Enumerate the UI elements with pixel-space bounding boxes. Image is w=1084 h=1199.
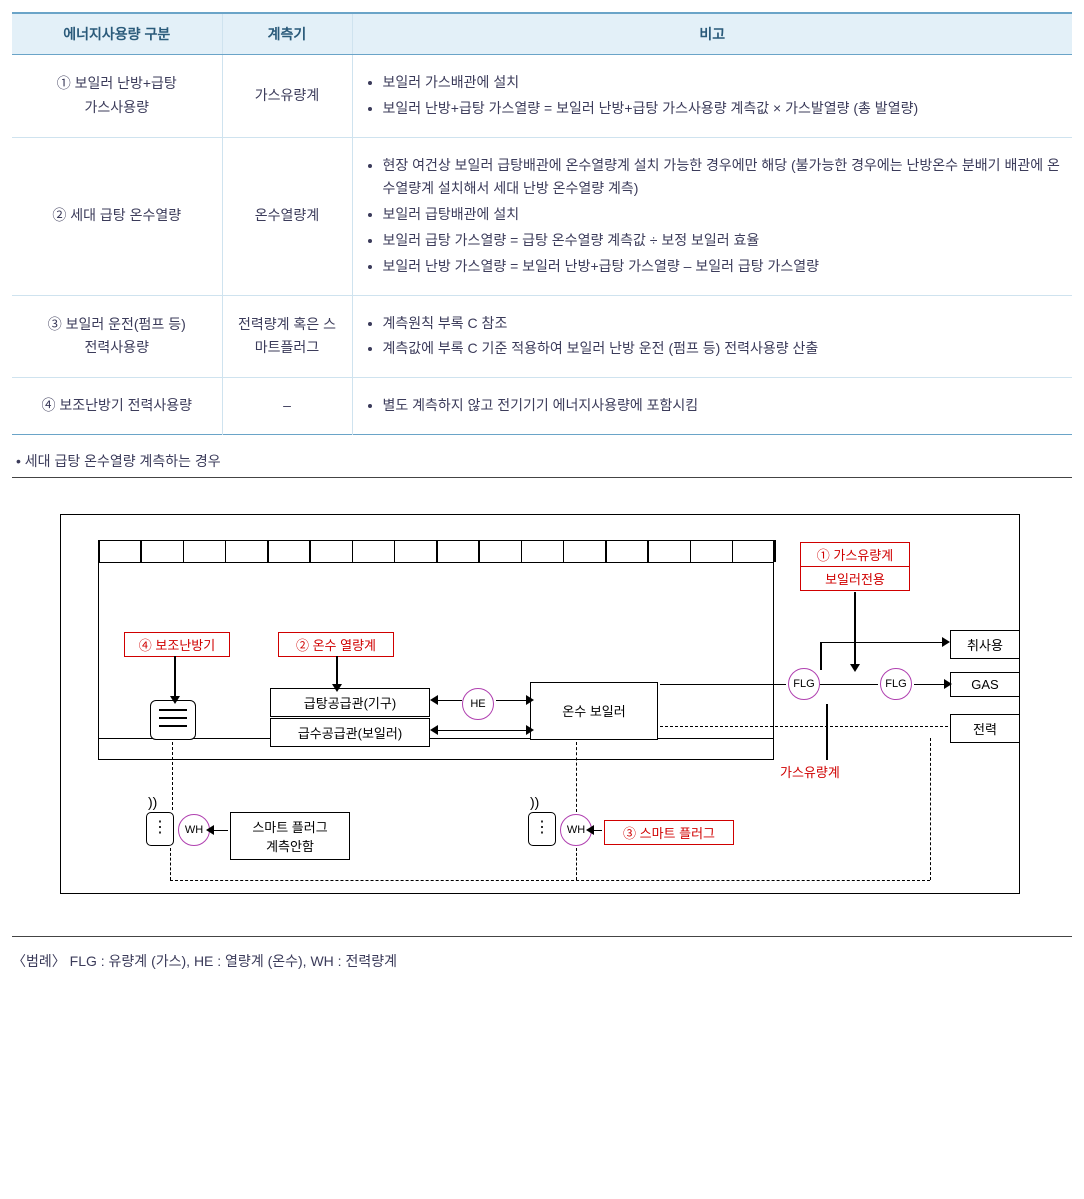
heat-meter-label: ② 온수 열량계	[278, 632, 394, 657]
note-item: 보일러 난방 가스열량 = 보일러 난방+급탕 가스열량 – 보일러 급탕 가스…	[383, 255, 1061, 279]
dash-power-main	[660, 726, 948, 727]
line-flg1-flg2	[820, 684, 878, 686]
cell-category: ② 세대 급탕 온수열량	[12, 137, 222, 295]
smart-plug-note: 스마트 플러그계측안함	[230, 812, 350, 860]
gas-flow-label-2: 보일러전용	[800, 566, 910, 591]
gas: GAS	[950, 672, 1020, 697]
flg-node-1: FLG	[788, 668, 820, 700]
wifi-icon-1: ))	[530, 794, 539, 810]
cold-supply-pipe: 급수공급관(보일러)	[270, 718, 430, 747]
note-item: 보일러 난방+급탕 가스열량 = 보일러 난방+급탕 가스사용량 계측값 × 가…	[383, 97, 1061, 121]
gas-flow-label-1: ① 가스유량계	[800, 542, 910, 567]
line-to-cooking	[820, 642, 942, 644]
th-meter: 계측기	[222, 13, 352, 55]
energy-table-body: ① 보일러 난방+급탕가스사용량가스유량계보일러 가스배관에 설치보일러 난방+…	[12, 55, 1072, 435]
note-item: 보일러 급탕배관에 설치	[383, 203, 1061, 227]
roof-line	[98, 562, 774, 564]
arrow-heat-meter-v	[336, 656, 338, 684]
cell-note: 계측원칙 부록 C 참조계측값에 부록 C 기준 적용하여 보일러 난방 운전 …	[352, 295, 1072, 378]
boiler: 온수 보일러	[530, 682, 658, 740]
th-category: 에너지사용량 구분	[12, 13, 222, 55]
smart-plug-3: ③ 스마트 플러그	[604, 820, 734, 845]
note-item: 보일러 급탕 가스열량 = 급탕 온수열량 계측값 ÷ 보정 보일러 효율	[383, 229, 1061, 253]
note-item: 계측원칙 부록 C 참조	[383, 312, 1061, 336]
table-row: ④ 보조난방기 전력사용량– 별도 계측하지 않고 전기기기 에너지사용량에 포함…	[12, 378, 1072, 435]
smart-plug-icon-1	[528, 812, 556, 846]
arrow-gasflow-label	[854, 592, 856, 664]
flg-node-2: FLG	[880, 668, 912, 700]
cell-meter: 가스유량계	[222, 55, 352, 138]
cell-note: 별도 계측하지 않고 전기기기 에너지사용량에 포함시킴	[352, 378, 1072, 435]
aux-heater-icon	[150, 700, 196, 740]
cooking: 취사용	[950, 630, 1020, 659]
note-item: 계측값에 부록 C 기준 적용하여 보일러 난방 운전 (펌프 등) 전력사용량…	[383, 337, 1061, 361]
table-row: ② 세대 급탕 온수열량온수열량계 현장 여건상 보일러 급탕배관에 온수열량계 …	[12, 137, 1072, 295]
cell-meter: –	[222, 378, 352, 435]
arrow-cold-to-boiler-r	[438, 730, 526, 732]
arrow-he-to-boiler-top	[496, 700, 526, 702]
energy-table: 에너지사용량 구분 계측기 비고 ① 보일러 난방+급탕가스사용량가스유량계보일…	[12, 12, 1072, 435]
hot-supply-pipe: 급탕공급관(기구)	[270, 688, 430, 717]
table-row: ③ 보일러 운전(펌프 등)전력사용량전력량계 혹은 스마트플러그계측원칙 부록…	[12, 295, 1072, 378]
cell-category: ④ 보조난방기 전력사용량	[12, 378, 222, 435]
note-item: 별도 계측하지 않고 전기기기 에너지사용량에 포함시킴	[383, 394, 1061, 418]
aux-heater-label: ④ 보조난방기	[124, 632, 230, 657]
power: 전력	[950, 714, 1020, 743]
dash-boiler-wh2	[576, 742, 577, 812]
th-note: 비고	[352, 13, 1072, 55]
table-row: ① 보일러 난방+급탕가스사용량가스유량계보일러 가스배관에 설치보일러 난방+…	[12, 55, 1072, 138]
cell-note: 보일러 가스배관에 설치보일러 난방+급탕 가스열량 = 보일러 난방+급탕 가…	[352, 55, 1072, 138]
cell-meter: 온수열량계	[222, 137, 352, 295]
arrow-aux-heater	[174, 656, 176, 696]
note-item: 보일러 가스배관에 설치	[383, 71, 1061, 95]
he-node: HE	[462, 688, 494, 720]
arrow-he-to-hot	[438, 700, 462, 702]
diagram-caption: • 세대 급탕 온수열량 계측하는 경우	[16, 451, 1072, 471]
cell-category: ③ 보일러 운전(펌프 등)전력사용량	[12, 295, 222, 378]
line-boiler-flg1	[660, 684, 786, 686]
dash-heater-wh1	[172, 742, 173, 810]
floor-line	[98, 738, 774, 740]
legend-text: 〈범례〉 FLG : 유량계 (가스), HE : 열량계 (온수), WH :…	[12, 951, 1072, 971]
cell-meter: 전력량계 혹은 스마트플러그	[222, 295, 352, 378]
gas-flow-meter-lbl: 가스유량계	[780, 762, 840, 781]
note-item: 현장 여건상 보일러 급탕배관에 온수열량계 설치 가능한 경우에만 해당 (불…	[383, 154, 1061, 202]
cell-category: ① 보일러 난방+급탕가스사용량	[12, 55, 222, 138]
smart-plug-icon-0	[146, 812, 174, 846]
dash-bottom-rail	[170, 880, 930, 881]
line-flg2-gas	[914, 684, 944, 686]
diagram-container: 급탕공급관(기구)급수공급관(보일러) 온수 보일러 취사용 GAS 전력스마트 플러그…	[12, 477, 1072, 937]
wifi-icon-0: ))	[148, 794, 157, 810]
cell-note: 현장 여건상 보일러 급탕배관에 온수열량계 설치 가능한 경우에만 해당 (불…	[352, 137, 1072, 295]
